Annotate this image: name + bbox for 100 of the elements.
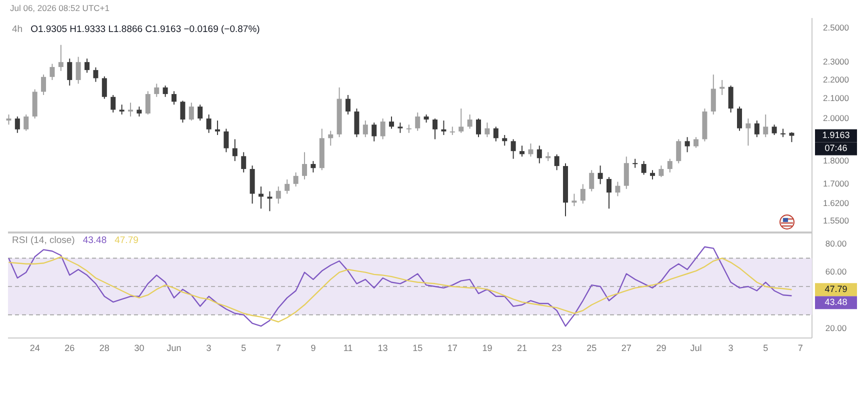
candlestick bbox=[493, 126, 498, 142]
candlestick bbox=[536, 145, 542, 164]
text: 1.9163 bbox=[822, 130, 850, 140]
candlestick bbox=[737, 106, 742, 132]
candlestick bbox=[658, 165, 664, 178]
candlestick bbox=[119, 104, 124, 115]
candlestick bbox=[572, 193, 577, 207]
x-tick-label: 30 bbox=[134, 343, 144, 353]
x-tick-label: 7 bbox=[798, 343, 803, 353]
x-tick-label: 26 bbox=[64, 343, 75, 353]
candlestick bbox=[284, 178, 290, 194]
candlestick bbox=[24, 114, 29, 132]
candlestick bbox=[67, 58, 72, 86]
candlestick bbox=[372, 122, 377, 142]
candlestick bbox=[780, 128, 786, 138]
candlestick bbox=[128, 102, 134, 117]
candlestick bbox=[302, 152, 308, 180]
candlestick bbox=[676, 138, 682, 164]
candlestick bbox=[154, 83, 160, 98]
candlestick bbox=[746, 118, 751, 146]
text: 43.48 bbox=[824, 296, 848, 307]
chart-title: RSI (14, close) bbox=[12, 235, 75, 246]
chart-subtitle: Jul 06, 2026 08:52 UTC+1 bbox=[10, 3, 110, 13]
x-tick-label: 21 bbox=[517, 343, 528, 353]
line-series bbox=[8, 256, 792, 322]
candlestick bbox=[520, 145, 525, 158]
candlestick bbox=[76, 56, 81, 84]
candlestick bbox=[763, 114, 768, 138]
y-tick-label: 2.3000 bbox=[823, 56, 850, 66]
candlestick bbox=[606, 176, 612, 210]
candlestick bbox=[432, 118, 438, 140]
candlestick bbox=[6, 114, 12, 126]
annotation: 47.79 bbox=[114, 235, 138, 246]
candlestick bbox=[84, 58, 90, 74]
candlestick bbox=[215, 120, 220, 136]
candlestick bbox=[624, 156, 629, 190]
x-tick-label: 15 bbox=[412, 343, 423, 353]
line-series bbox=[8, 246, 792, 327]
candlestick bbox=[102, 76, 107, 100]
candlestick bbox=[450, 126, 455, 136]
candlestick bbox=[110, 94, 116, 114]
candlestick bbox=[354, 108, 360, 138]
candlestick bbox=[406, 124, 412, 134]
candlestick bbox=[145, 90, 150, 115]
x-tick-label: 17 bbox=[447, 343, 458, 353]
y-tick-label: 1.6200 bbox=[823, 198, 850, 208]
candlestick bbox=[58, 44, 64, 72]
x-tick-label: 13 bbox=[378, 343, 388, 353]
annotation: O1.9305 H1.9333 L1.8866 C1.9163 −0.0169 (−0.87%) bbox=[30, 24, 260, 35]
candlestick bbox=[667, 158, 672, 173]
x-tick-label: 29 bbox=[656, 343, 666, 353]
candlestick bbox=[380, 118, 386, 140]
candlestick bbox=[162, 85, 168, 98]
annotation: 43.48 bbox=[82, 235, 107, 246]
candlestick bbox=[502, 134, 508, 146]
candlestick bbox=[180, 100, 186, 124]
y-tick-label: 2.1000 bbox=[823, 93, 850, 104]
x-tick-label: 25 bbox=[586, 343, 597, 353]
candlestick bbox=[136, 106, 142, 117]
candlestick bbox=[467, 114, 472, 130]
candlestick bbox=[14, 116, 20, 134]
candlestick bbox=[710, 74, 716, 115]
candlestick bbox=[362, 120, 368, 138]
candlestick bbox=[224, 128, 229, 153]
candlestick bbox=[206, 114, 212, 134]
candlestick bbox=[310, 160, 316, 173]
candlestick bbox=[772, 124, 777, 136]
candlestick bbox=[528, 143, 534, 158]
chart-title: 4h bbox=[12, 24, 23, 35]
candlestick bbox=[484, 122, 490, 138]
candlestick bbox=[188, 102, 194, 122]
x-tick-label: 11 bbox=[343, 343, 353, 353]
candlestick bbox=[598, 165, 603, 185]
candlestick bbox=[346, 94, 351, 115]
x-tick-label: 24 bbox=[30, 343, 40, 353]
candlestick bbox=[641, 160, 646, 176]
x-tick-label: 3 bbox=[728, 343, 734, 353]
candlestick bbox=[241, 152, 246, 173]
candlestick bbox=[415, 112, 420, 132]
candlestick bbox=[232, 138, 238, 162]
text: 47.79 bbox=[824, 284, 848, 294]
y-tick-label: 60.00 bbox=[825, 266, 847, 277]
y-tick-label: 20.00 bbox=[825, 323, 847, 334]
y-tick-label: 1.5500 bbox=[823, 216, 850, 226]
candlestick bbox=[276, 186, 281, 204]
y-tick-label: 80.00 bbox=[825, 238, 847, 248]
candlestick bbox=[441, 120, 446, 136]
text: 07:46 bbox=[824, 143, 848, 154]
candlestick bbox=[458, 108, 464, 134]
candlestick bbox=[589, 170, 594, 192]
candlestick bbox=[728, 85, 734, 114]
x-tick-label: 27 bbox=[621, 343, 632, 353]
candlestick bbox=[293, 172, 298, 188]
y-tick-label: 1.8000 bbox=[823, 155, 850, 166]
candlestick bbox=[198, 104, 203, 122]
x-tick-label: 7 bbox=[276, 343, 281, 353]
x-tick-label: Jun bbox=[166, 343, 182, 353]
candlestick bbox=[50, 63, 55, 81]
y-tick-label: 2.2000 bbox=[823, 74, 850, 84]
candlestick bbox=[789, 132, 794, 143]
